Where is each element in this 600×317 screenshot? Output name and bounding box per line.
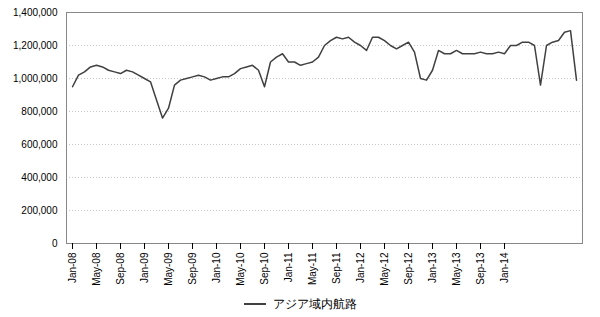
svg-text:May-08: May-08 [91,252,102,286]
svg-text:600,000: 600,000 [21,139,58,150]
svg-text:Sep-09: Sep-09 [187,252,198,285]
svg-text:0: 0 [52,238,58,249]
html-text:アジア域内航路: アジア域内航路 [273,296,357,311]
svg-text:Jan-08: Jan-08 [67,252,78,283]
svg-text:800,000: 800,000 [21,106,58,117]
svg-text:Jan-11: Jan-11 [283,252,294,282]
svg-text:400,000: 400,000 [21,172,58,183]
svg-text:Sep-08: Sep-08 [115,252,126,285]
svg-text:1,000,000: 1,000,000 [13,73,58,84]
svg-text:200,000: 200,000 [21,205,58,216]
svg-text:May-11: May-11 [307,252,318,285]
svg-text:Jan-10: Jan-10 [211,252,222,283]
svg-text:Jan-13: Jan-13 [427,252,438,283]
svg-text:May-13: May-13 [451,252,462,286]
svg-text:Jan-09: Jan-09 [139,252,150,283]
svg-text:Sep-11: Sep-11 [331,252,342,284]
svg-text:Jan-12: Jan-12 [355,252,366,283]
svg-text:1,200,000: 1,200,000 [13,40,58,51]
svg-text:Sep-12: Sep-12 [403,252,414,285]
svg-text:Sep-13: Sep-13 [475,252,486,285]
svg-text:1,400,000: 1,400,000 [13,7,58,18]
svg-text:May-12: May-12 [379,252,390,286]
svg-text:Sep-10: Sep-10 [259,252,270,285]
svg-text:May-09: May-09 [163,252,174,286]
svg-text:May-10: May-10 [235,252,246,286]
svg-text:Jan-14: Jan-14 [499,252,510,283]
